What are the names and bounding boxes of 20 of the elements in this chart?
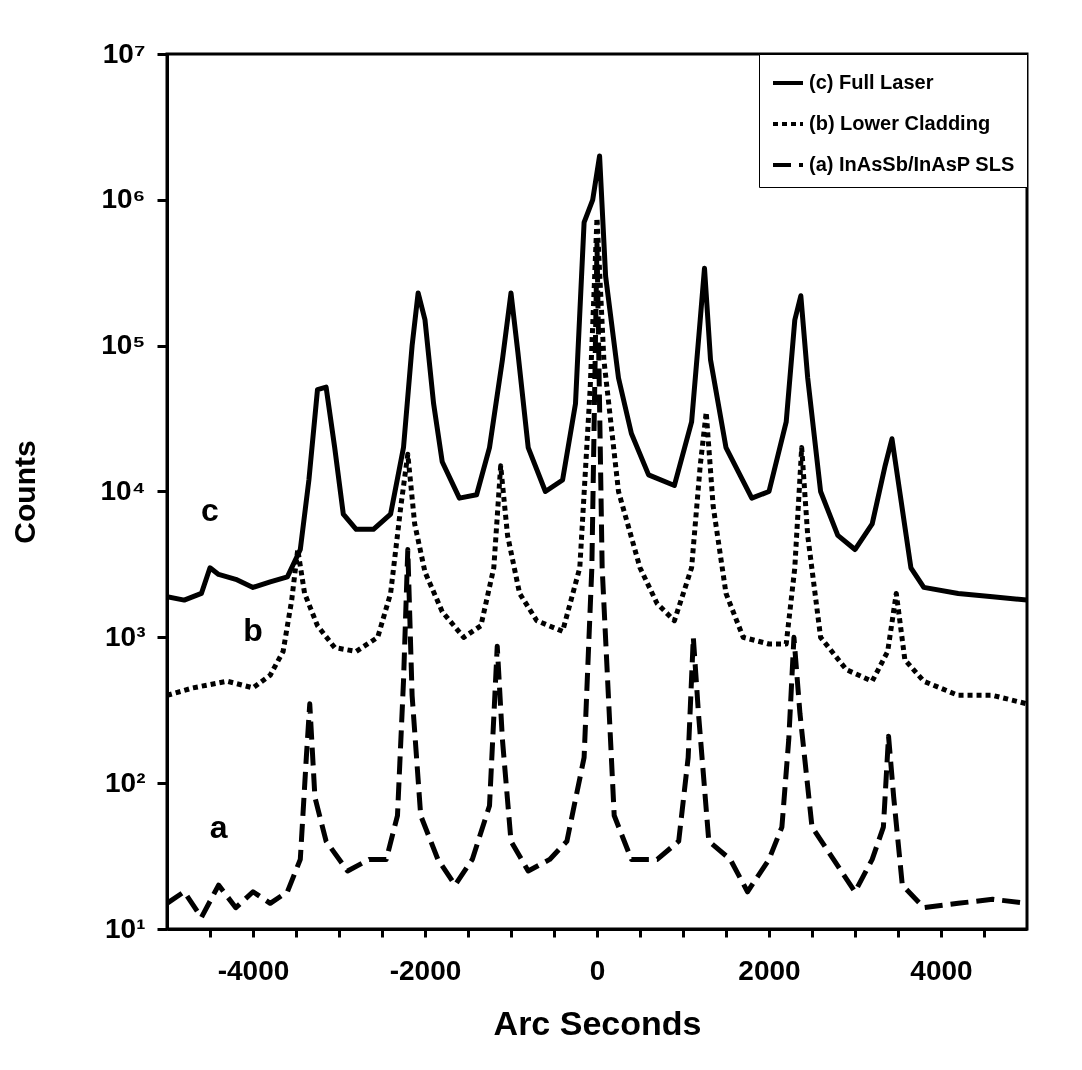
y-axis-title: Counts	[7, 440, 41, 544]
x-tick-label: -2000	[389, 954, 462, 986]
y-tick-label: 10³	[105, 620, 146, 652]
y-tick-label: 10⁷	[102, 37, 146, 69]
x-tick-label: 0	[589, 954, 606, 986]
y-tick-label: 10⁵	[101, 329, 146, 361]
x-tick-label: 2000	[738, 954, 801, 986]
annotation: a	[209, 809, 228, 846]
x-axis-title: Arc Seconds	[493, 1003, 702, 1042]
y-tick-label: 10¹	[105, 912, 146, 944]
x-tick-label: -4000	[217, 954, 290, 986]
y-tick-label: 10²	[105, 766, 146, 798]
legend-label: (b) Lower Cladding	[809, 112, 991, 134]
legend-label: (a) InAsSb/InAsP SLS	[809, 153, 1015, 175]
y-tick-label: 10⁶	[101, 183, 146, 215]
x-tick-label: 4000	[910, 954, 973, 986]
annotation: b	[243, 611, 263, 648]
y-tick-label: 10⁴	[100, 475, 146, 506]
annotation: c	[201, 491, 219, 528]
legend-label: (c) Full Laser	[809, 71, 934, 93]
